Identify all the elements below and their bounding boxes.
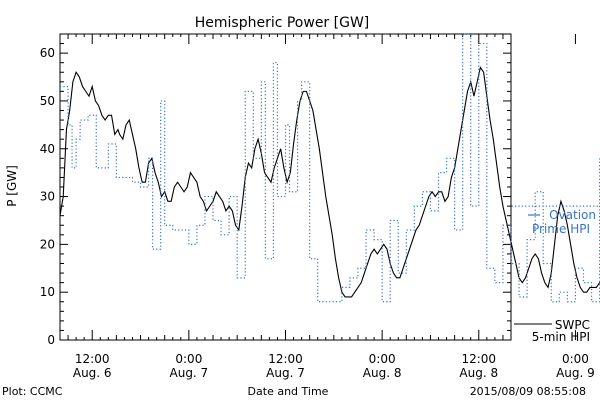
y-tick-label: 50 [40, 94, 55, 108]
legend-ovation-label-1: Ovation [549, 208, 596, 222]
y-tick-label: 60 [40, 46, 55, 60]
plot-credit: Plot: CCMC [2, 385, 63, 398]
x-tick-label-date: Aug. 9 [556, 366, 595, 380]
x-axis-label: Date and Time [248, 385, 329, 398]
x-tick-label-time: 0:00 [562, 352, 589, 366]
y-tick-label: 10 [40, 285, 55, 299]
series-layer [59, 33, 600, 303]
y-tick-label: 30 [40, 190, 55, 204]
x-tick-label-date: Aug. 7 [170, 366, 209, 380]
legend-ovation-label-2: Prime HPI [532, 222, 590, 236]
x-tick-label-date: Aug. 7 [266, 366, 305, 380]
y-tick-label: 20 [40, 237, 55, 251]
series-swpc-5min-hpi [59, 66, 600, 298]
y-tick-label: 0 [47, 333, 55, 347]
timestamp: 2015/08/09 08:55:08 [470, 385, 586, 398]
x-tick-label-time: 12:00 [461, 352, 496, 366]
x-tick-label-time: 12:00 [268, 352, 303, 366]
x-tick-label-time: 12:00 [75, 352, 110, 366]
y-axis-ticks: 0 10 20 30 40 50 60 [40, 43, 511, 347]
legend-swpc-label-1: SWPC [555, 318, 590, 332]
x-tick-label-date: Aug. 8 [363, 366, 402, 380]
chart-title: Hemispheric Power [GW] [195, 15, 370, 31]
x-tick-label-time: 0:00 [175, 352, 202, 366]
y-axis-label: P [GW] [5, 165, 19, 207]
x-tick-label-date: Aug. 6 [73, 366, 112, 380]
series-ovation-prime-hpi [60, 33, 600, 303]
x-tick-label-date: Aug. 8 [459, 366, 498, 380]
legend-swpc-label-2: 5-min HPI [532, 330, 590, 344]
y-tick-label: 40 [40, 142, 55, 156]
x-tick-label-time: 0:00 [369, 352, 396, 366]
